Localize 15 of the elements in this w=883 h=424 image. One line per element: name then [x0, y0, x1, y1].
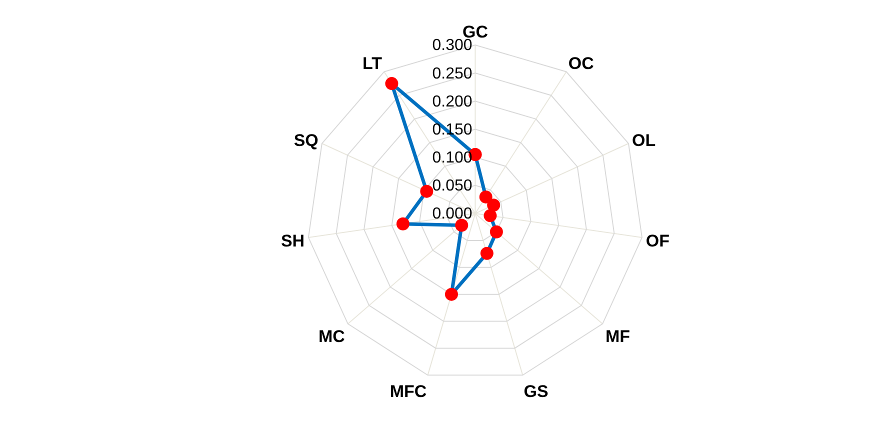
spoke-label: MC: [318, 327, 345, 346]
spoke-label: MF: [606, 327, 630, 346]
spoke-label: OC: [568, 54, 594, 73]
y-tick-label: 0.100: [432, 150, 472, 167]
y-tick-label: 0.200: [432, 93, 472, 110]
y-tick-label: 0.000: [432, 206, 472, 223]
spoke-label: SH: [280, 231, 305, 250]
spoke-label: OL: [632, 130, 656, 150]
spoke-label: LT: [362, 54, 383, 73]
spoke-label: GS: [524, 382, 548, 401]
spoke-label: MFC: [390, 382, 427, 401]
spoke-label: SQ: [294, 130, 318, 150]
y-tick-label: 0.050: [432, 178, 472, 195]
y-tick-label: 0.250: [432, 65, 472, 82]
spoke-label: OF: [646, 231, 670, 250]
